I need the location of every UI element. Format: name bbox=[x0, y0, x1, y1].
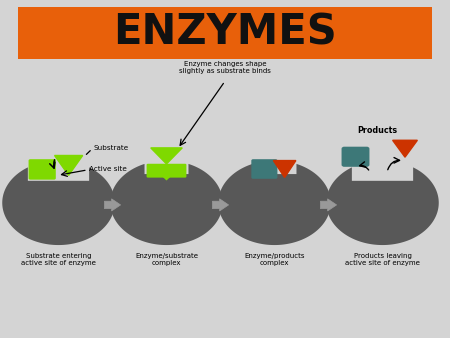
Text: Enzyme/products
complex: Enzyme/products complex bbox=[244, 252, 305, 266]
FancyArrow shape bbox=[212, 199, 229, 211]
FancyBboxPatch shape bbox=[251, 159, 277, 179]
FancyBboxPatch shape bbox=[147, 164, 186, 178]
Polygon shape bbox=[218, 164, 331, 245]
Polygon shape bbox=[274, 161, 296, 177]
Polygon shape bbox=[110, 164, 223, 245]
Polygon shape bbox=[151, 148, 182, 164]
Text: ENZYMES: ENZYMES bbox=[113, 12, 337, 54]
Bar bbox=[18, 7, 432, 59]
Polygon shape bbox=[2, 167, 115, 245]
Text: Enzyme/substrate
complex: Enzyme/substrate complex bbox=[135, 252, 198, 266]
Polygon shape bbox=[392, 140, 418, 157]
FancyBboxPatch shape bbox=[342, 147, 369, 167]
Text: Enzyme changes shape
slightly as substrate binds: Enzyme changes shape slightly as substra… bbox=[179, 61, 271, 74]
Text: Active site: Active site bbox=[90, 166, 127, 172]
Text: Substrate entering
active site of enzyme: Substrate entering active site of enzyme bbox=[21, 252, 96, 266]
Polygon shape bbox=[54, 155, 83, 175]
Text: Substrate: Substrate bbox=[94, 145, 129, 151]
Polygon shape bbox=[151, 165, 182, 179]
Polygon shape bbox=[326, 167, 439, 245]
Text: Products: Products bbox=[357, 126, 397, 135]
Text: Products leaving
active site of enzyme: Products leaving active site of enzyme bbox=[345, 252, 420, 266]
FancyArrow shape bbox=[320, 199, 337, 211]
FancyArrow shape bbox=[104, 199, 121, 211]
FancyBboxPatch shape bbox=[29, 159, 56, 180]
